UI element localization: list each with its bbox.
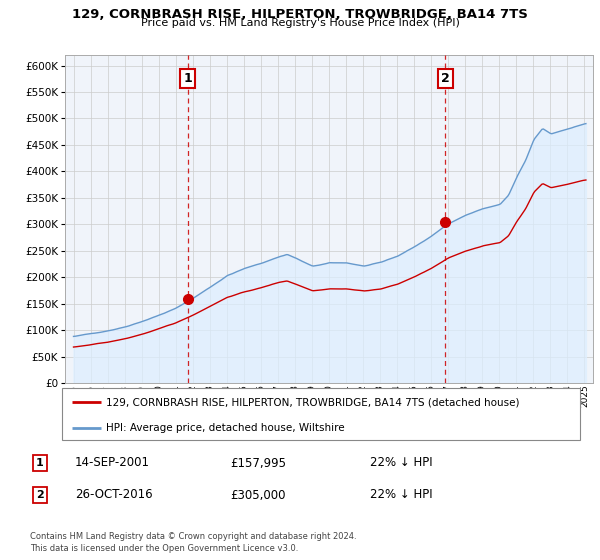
Text: HPI: Average price, detached house, Wiltshire: HPI: Average price, detached house, Wilt… (106, 423, 344, 432)
Text: 14-SEP-2001: 14-SEP-2001 (75, 456, 150, 469)
Text: £305,000: £305,000 (230, 488, 286, 502)
Text: 1: 1 (184, 72, 192, 85)
Text: 2: 2 (441, 72, 449, 85)
Text: 1: 1 (36, 458, 44, 468)
Text: £157,995: £157,995 (230, 456, 286, 469)
Text: 129, CORNBRASH RISE, HILPERTON, TROWBRIDGE, BA14 7TS (detached house): 129, CORNBRASH RISE, HILPERTON, TROWBRID… (106, 397, 520, 407)
Text: 129, CORNBRASH RISE, HILPERTON, TROWBRIDGE, BA14 7TS: 129, CORNBRASH RISE, HILPERTON, TROWBRID… (72, 8, 528, 21)
Text: This data is licensed under the Open Government Licence v3.0.: This data is licensed under the Open Gov… (30, 544, 298, 553)
Text: 22% ↓ HPI: 22% ↓ HPI (370, 456, 433, 469)
FancyBboxPatch shape (62, 388, 580, 440)
Text: 26-OCT-2016: 26-OCT-2016 (75, 488, 152, 502)
Text: 22% ↓ HPI: 22% ↓ HPI (370, 488, 433, 502)
Text: 2: 2 (36, 490, 44, 500)
Text: Price paid vs. HM Land Registry's House Price Index (HPI): Price paid vs. HM Land Registry's House … (140, 18, 460, 29)
Text: Contains HM Land Registry data © Crown copyright and database right 2024.: Contains HM Land Registry data © Crown c… (30, 532, 356, 541)
